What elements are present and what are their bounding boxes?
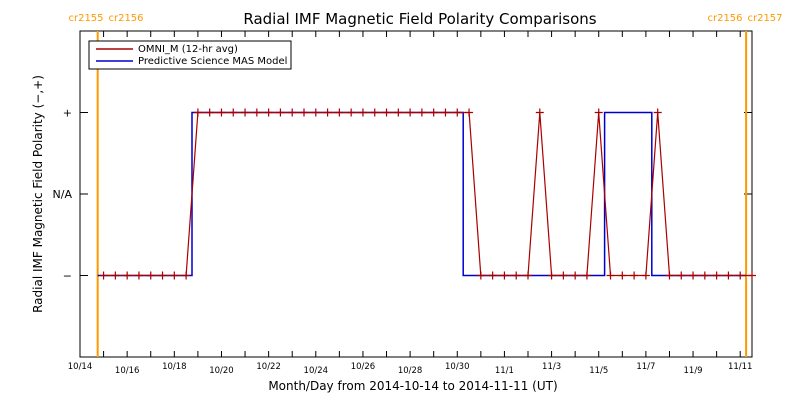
x-tick-label-2: 10/16 — [115, 366, 140, 376]
omni-point-43 — [606, 271, 615, 280]
omni-point-44 — [618, 271, 627, 280]
omni-point-39 — [559, 271, 568, 280]
omni-point-24 — [382, 108, 391, 117]
x-tick-label-20: 11/3 — [542, 362, 561, 372]
omni-point-28 — [429, 108, 438, 117]
omni-point-34 — [500, 271, 509, 280]
omni-point-10 — [217, 108, 226, 117]
omni-point-51 — [700, 271, 709, 280]
omni-point-13 — [252, 108, 261, 117]
omni-point-5 — [158, 271, 167, 280]
omni-point-2 — [123, 271, 132, 280]
x-tick-label-22: 11/5 — [589, 366, 608, 376]
omni-point-25 — [394, 108, 403, 117]
omni-point-30 — [453, 108, 462, 117]
omni-point-4 — [146, 271, 155, 280]
plot-area: + N/A − 10/14 10/16 10/18 10/20 10/22 10/24 10/26… — [53, 30, 756, 376]
omni-point-54 — [736, 271, 745, 280]
omni-point-23 — [370, 108, 379, 117]
omni-point-31 — [465, 108, 474, 117]
x-tick-label-18: 11/1 — [495, 366, 514, 376]
omni-point-20 — [335, 108, 344, 117]
omni-point-9 — [205, 108, 214, 117]
x-tick-label-8: 10/22 — [256, 362, 281, 372]
omni-point-49 — [677, 271, 686, 280]
x-tick-label-16: 10/30 — [445, 362, 470, 372]
x-tick-label-14: 10/28 — [398, 366, 423, 376]
omni-point-41 — [582, 271, 591, 280]
cr-right-marker-label-b: cr2157 — [747, 13, 782, 24]
omni-point-38 — [547, 271, 556, 280]
x-tick-label-6: 10/20 — [209, 366, 234, 376]
omni-point-6 — [170, 271, 179, 280]
omni-point-52 — [712, 271, 721, 280]
omni-point-1 — [111, 271, 120, 280]
omni-point-29 — [441, 108, 450, 117]
omni-point-15 — [276, 108, 285, 117]
omni-point-26 — [406, 108, 415, 117]
cr-right-marker-label-a: cr2156 — [707, 13, 742, 24]
omni-point-0 — [99, 271, 108, 280]
omni-point-55 — [748, 271, 756, 280]
omni-point-22 — [358, 108, 367, 117]
omni-point-18 — [311, 108, 320, 117]
omni-point-36 — [524, 271, 532, 280]
cr-left-marker-label-b: cr2156 — [108, 13, 143, 24]
y-tick-label-1: N/A — [53, 188, 73, 201]
chart-title: Radial IMF Magnetic Field Polarity Compa… — [243, 10, 596, 28]
omni-point-8 — [193, 108, 202, 117]
omni-point-37 — [535, 108, 544, 117]
omni-point-11 — [229, 108, 238, 117]
y-axis-label: Radial IMF Magnetic Field Polarity (−,+) — [31, 75, 45, 313]
omni-point-42 — [594, 108, 603, 117]
x-tick-label-24: 11/7 — [636, 362, 655, 372]
legend-box — [88, 40, 292, 70]
omni-point-45 — [630, 271, 639, 280]
omni-point-46 — [641, 271, 650, 280]
omni-point-50 — [689, 271, 698, 280]
omni-point-14 — [264, 108, 273, 117]
omni-point-53 — [724, 271, 733, 280]
y-tick-label-2: − — [63, 270, 72, 283]
omni-point-35 — [512, 271, 521, 280]
x-tick-label-26: 11/9 — [684, 366, 703, 376]
omni-point-48 — [665, 271, 674, 280]
omni-point-16 — [288, 108, 297, 117]
cr-left-marker-label-a: cr2155 — [68, 13, 103, 24]
omni-point-7 — [182, 271, 191, 280]
omni-point-17 — [300, 108, 308, 117]
x-axis-label: Month/Day from 2014-10-14 to 2014-11-11 … — [268, 379, 557, 393]
x-tick-label-4: 10/18 — [162, 362, 187, 372]
x-tick-label-0: 10/14 — [68, 362, 93, 372]
x-tick-label-12: 10/26 — [351, 362, 376, 372]
x-tick-label-10: 10/24 — [304, 366, 329, 376]
omni-point-32 — [476, 271, 485, 280]
omni-point-19 — [323, 108, 332, 117]
x-tick-label-28: 11/11 — [728, 362, 753, 372]
omni-point-33 — [488, 271, 497, 280]
y-tick-label-0: + — [63, 107, 72, 120]
omni-point-40 — [571, 271, 580, 280]
omni-point-47 — [653, 108, 662, 117]
omni-point-3 — [134, 271, 143, 280]
legend: OMNI_M (12-hr avg) Predictive Science MA… — [88, 40, 292, 70]
omni-point-21 — [347, 108, 356, 117]
omni-point-27 — [417, 108, 426, 117]
legend-mas-label: Predictive Science MAS Model — [138, 56, 287, 67]
legend-omni-label: OMNI_M (12-hr avg) — [138, 44, 238, 55]
omni-point-12 — [241, 108, 250, 117]
